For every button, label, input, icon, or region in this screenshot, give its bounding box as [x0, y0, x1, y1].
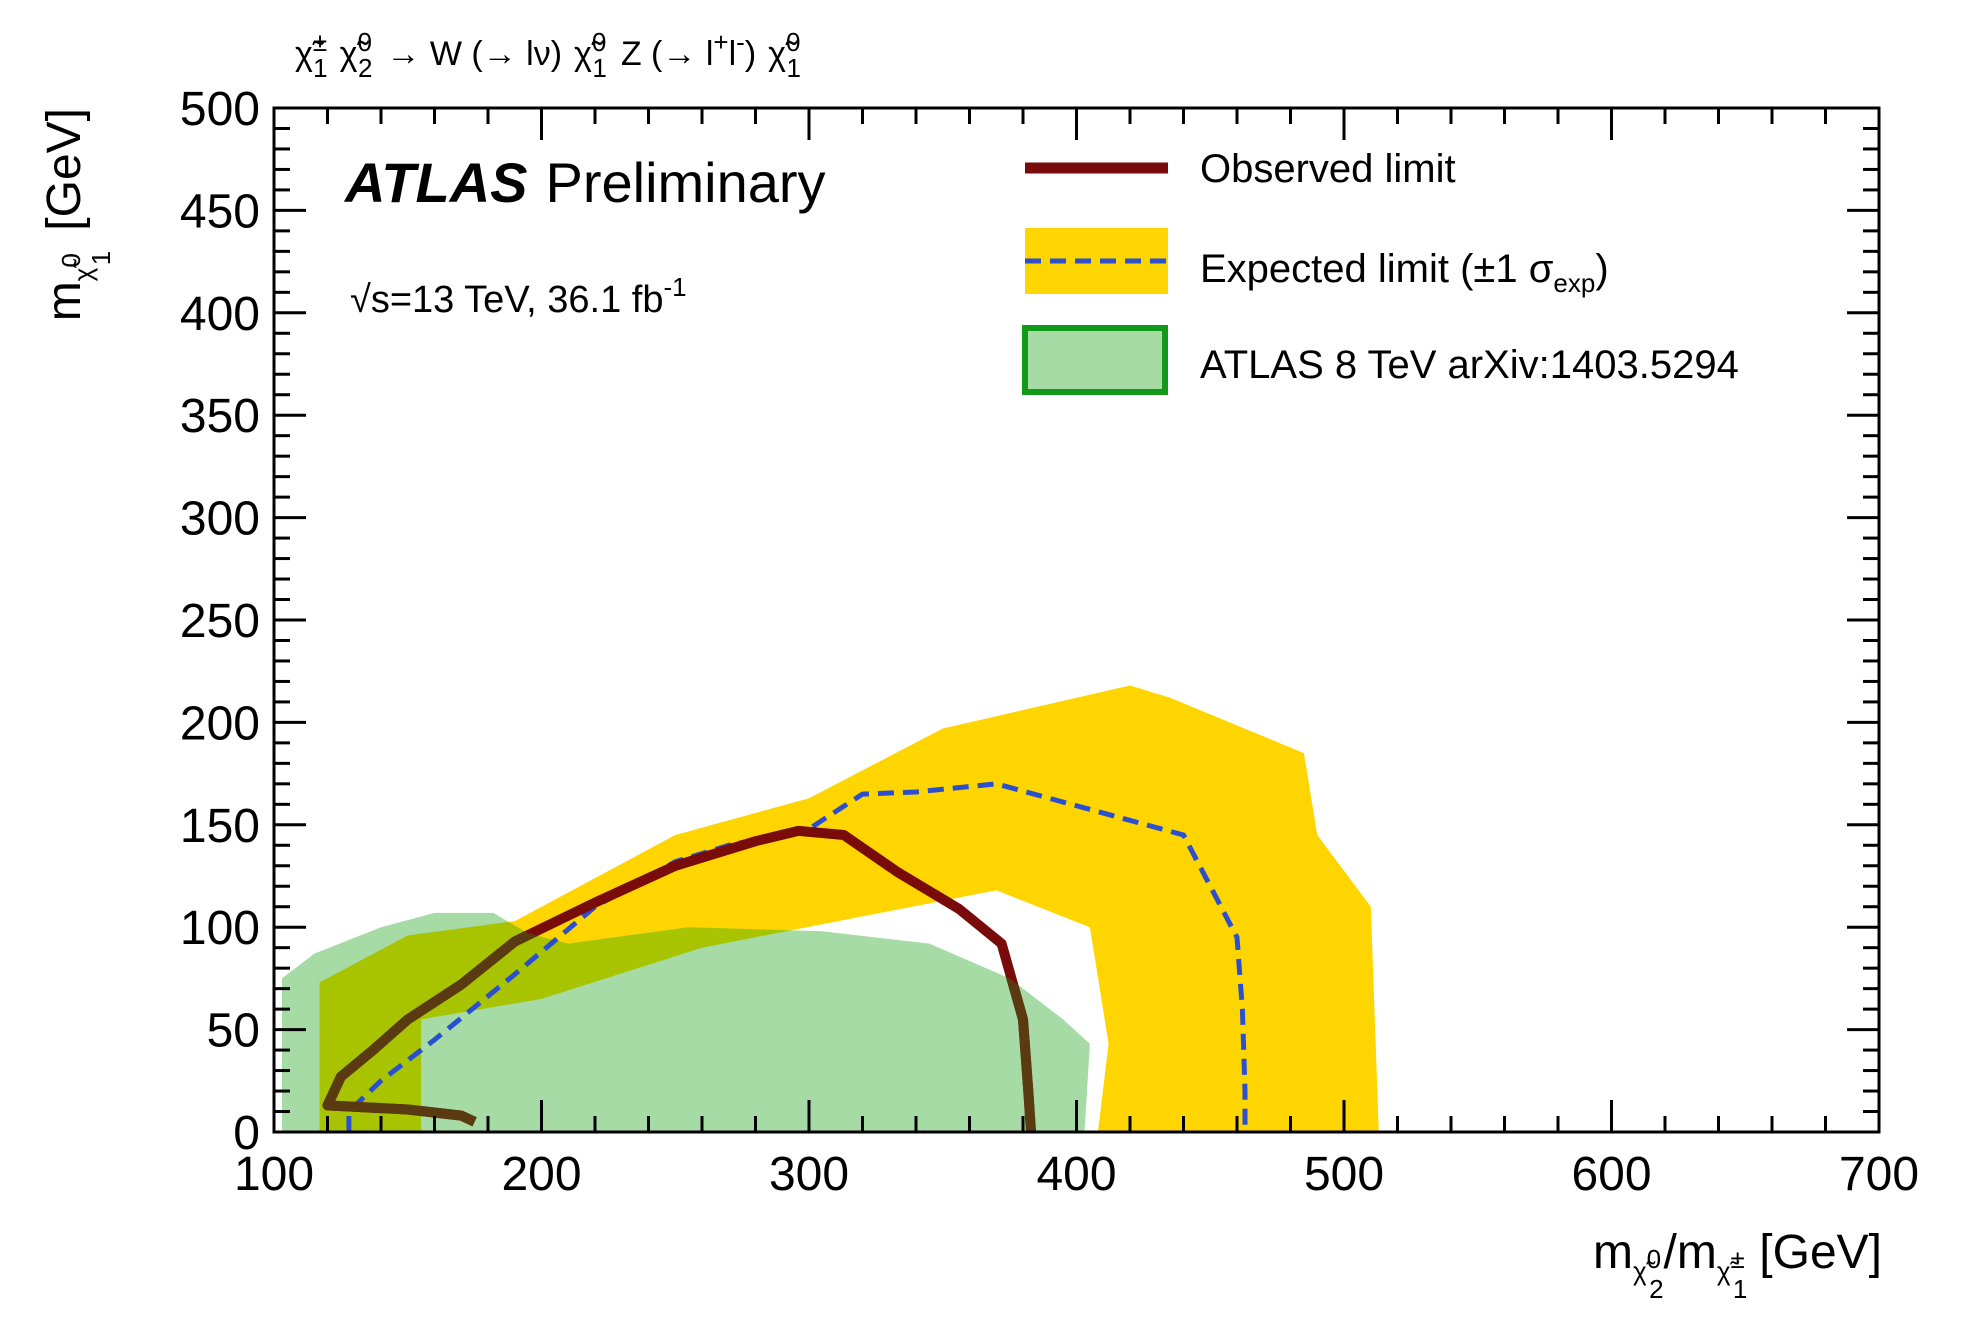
y-tick-label: 0	[233, 1107, 260, 1160]
y-tick-label: 50	[207, 1005, 260, 1058]
x-title-m: m	[1593, 1226, 1633, 1279]
x-title-chi1-sup: ±	[1731, 1244, 1745, 1274]
x-title-chi1-sub: 1	[1733, 1274, 1747, 1304]
y-tick-label: 400	[180, 288, 260, 341]
legend-atlas8-swatch	[1022, 325, 1168, 395]
energy-lumi-text: √s=13 TeV, 36.1 fb	[350, 279, 664, 321]
y-axis-title: mχ̃01[GeV]	[38, 108, 116, 321]
expected-band	[319, 685, 1379, 1132]
title-arrow-w: → W (→ lν)	[386, 35, 562, 73]
title-chi1-0a-sub: 1	[592, 53, 606, 83]
atlas-label-status: Preliminary	[546, 151, 826, 214]
title-chi1-pm-sub: 1	[313, 53, 327, 83]
legend-expected-label: Expected limit (±1 σexp)	[1200, 247, 1609, 298]
title-chi1-0a-sup: 0	[592, 27, 606, 57]
y-tick-label: 200	[180, 697, 260, 750]
y-tick-label: 100	[180, 902, 260, 955]
y-title-m: m	[38, 281, 91, 321]
title-lplus-sup: +	[713, 27, 728, 57]
y-title-chi-sub: 1	[86, 251, 116, 265]
title-chi1-0b-sup: 0	[786, 27, 800, 57]
x-title-chi2-sub: 2	[1649, 1274, 1663, 1304]
legend: Observed limit Expected limit (±1 σexp) …	[1022, 147, 1739, 395]
x-title-unit: [GeV]	[1759, 1226, 1882, 1279]
title-chi1-0b-sub: 1	[786, 53, 800, 83]
x-tick-label: 500	[1304, 1148, 1384, 1201]
x-tick-label: 400	[1036, 1148, 1116, 1201]
x-title-chi2-sup: 0	[1647, 1244, 1661, 1274]
y-tick-label: 300	[180, 493, 260, 546]
legend-atlas8-label: ATLAS 8 TeV arXiv:1403.5294	[1200, 343, 1739, 387]
legend-expected-sub: exp	[1553, 268, 1595, 298]
atlas-label: ATLAS Preliminary	[343, 151, 826, 214]
y-tick-label: 250	[180, 595, 260, 648]
x-axis-title: mχ̃0 2/mχ̃± 1[GeV]	[1593, 1226, 1882, 1304]
title-l2: l	[729, 35, 737, 73]
legend-expected-band-swatch	[1025, 228, 1168, 294]
title-chi2-0-sup: 0	[357, 27, 371, 57]
energy-lumi-label: √s=13 TeV, 36.1 fb-1	[350, 272, 687, 321]
process-title: χ̃± 1 χ̃0 2 → W (→ lν) χ̃0 1 Z (→ l+l-) χ̃0 1	[295, 27, 801, 83]
x-tick-label: 300	[769, 1148, 849, 1201]
x-title-slash-m: /m	[1664, 1226, 1717, 1279]
x-tick-label: 700	[1839, 1148, 1919, 1201]
legend-observed-label: Observed limit	[1200, 147, 1456, 191]
legend-expected-text: Expected limit (±1 σ	[1200, 247, 1554, 291]
y-title-chi-sup: 0	[56, 253, 86, 267]
title-close: )	[745, 35, 756, 73]
y-tick-label: 450	[180, 185, 260, 238]
data-layer	[282, 685, 1379, 1132]
title-z-part: Z (→ l	[621, 35, 714, 73]
x-tick-label: 100	[234, 1148, 314, 1201]
title-lminus-sup: -	[736, 27, 745, 57]
x-tick-label: 200	[501, 1148, 581, 1201]
legend-expected-close: )	[1595, 247, 1608, 291]
title-chi2-0-sub: 2	[358, 53, 372, 83]
axes-layer: 100 200 300 400 500 600 700 0 50 100 150 200 250 300 3…	[180, 83, 1919, 1201]
y-tick-label: 350	[180, 390, 260, 443]
atlas-label-bold: ATLAS	[343, 151, 528, 214]
y-tick-label: 500	[180, 83, 260, 136]
y-tick-label: 150	[180, 800, 260, 853]
x-tick-label: 600	[1571, 1148, 1651, 1201]
title-chi1-pm-sup: ±	[313, 27, 327, 57]
y-title-unit: [GeV]	[38, 108, 91, 231]
expected-limit-line	[346, 781, 1248, 1132]
energy-lumi-sup: -1	[664, 272, 687, 302]
